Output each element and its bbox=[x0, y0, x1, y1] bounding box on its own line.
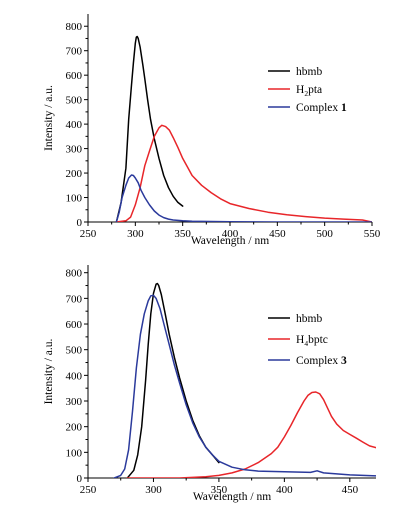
x-axis-label: Wavelength / nm bbox=[193, 491, 271, 503]
y-tick-label: 100 bbox=[66, 193, 83, 205]
series-line-3 bbox=[113, 294, 376, 478]
x-tick-label: 400 bbox=[222, 228, 239, 240]
y-tick-label: 200 bbox=[66, 422, 83, 434]
series-line-1 bbox=[115, 35, 184, 222]
y-tick-label: 0 bbox=[77, 473, 83, 485]
y-tick-label: 400 bbox=[66, 370, 83, 382]
y-tick-label: 600 bbox=[66, 319, 83, 331]
series-line-2 bbox=[115, 124, 372, 222]
y-tick-label: 300 bbox=[66, 144, 83, 156]
series-line-1 bbox=[126, 282, 220, 478]
x-tick-label: 300 bbox=[127, 228, 144, 240]
x-tick-label: 350 bbox=[174, 228, 191, 240]
y-tick-label: 700 bbox=[66, 46, 83, 58]
x-tick-label: 400 bbox=[276, 484, 293, 496]
y-axis-label: Intensity / a.u. bbox=[43, 85, 55, 151]
legend-label: H2pta bbox=[296, 84, 322, 98]
y-tick-label: 300 bbox=[66, 396, 83, 408]
chart-panel-1: 250 300 350 400 450 500 550 0 100 200 300 400 500 600… bbox=[43, 14, 381, 247]
y-tick-label: 800 bbox=[66, 268, 83, 280]
x-tick-label: 250 bbox=[80, 228, 97, 240]
y-tick-label: 500 bbox=[66, 95, 83, 107]
x-axis-label: Wavelength / nm bbox=[191, 235, 269, 247]
y-tick-label: 200 bbox=[66, 168, 83, 180]
y-tick-label: 100 bbox=[66, 447, 83, 459]
x-tick-label: 250 bbox=[80, 484, 97, 496]
legend-label: hbmb bbox=[296, 66, 322, 78]
x-tick-label: 500 bbox=[316, 228, 333, 240]
x-tick-label: 300 bbox=[145, 484, 162, 496]
chart-panel-2: 250 300 350 400 450 0 100 200 300 400 500 600 700 800… bbox=[43, 265, 376, 503]
y-tick-label: 800 bbox=[66, 21, 83, 33]
y-tick-label: 400 bbox=[66, 119, 83, 131]
y-tick-label: 600 bbox=[66, 70, 83, 82]
y-axis-label: Intensity / a.u. bbox=[43, 338, 55, 404]
x-tick-label: 450 bbox=[269, 228, 286, 240]
y-tick-label: 700 bbox=[66, 293, 83, 305]
series-line-3 bbox=[115, 174, 372, 222]
x-tick-label: 550 bbox=[364, 228, 381, 240]
legend-label: hbmb bbox=[296, 313, 322, 325]
series-line-2 bbox=[126, 391, 376, 478]
y-tick-label: 500 bbox=[66, 345, 83, 357]
legend-label: Complex 3 bbox=[296, 355, 347, 367]
x-tick-label: 450 bbox=[342, 484, 359, 496]
legend-label: Complex 1 bbox=[296, 102, 347, 114]
legend-label: H4bptc bbox=[296, 334, 328, 348]
y-tick-label: 0 bbox=[77, 217, 83, 229]
x-tick-label: 350 bbox=[211, 484, 228, 496]
